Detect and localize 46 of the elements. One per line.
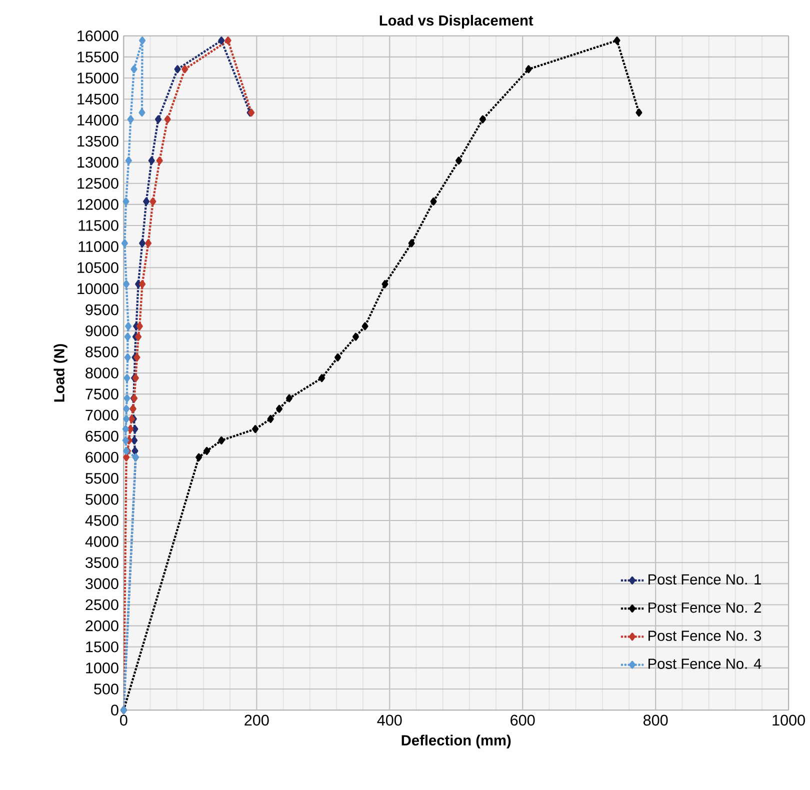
y-tick-label: 1000 (86, 662, 118, 674)
y-tick-label: 6500 (86, 430, 118, 442)
y-tick-label: 13500 (78, 136, 118, 147)
legend-label: Post Fence No. 4 (648, 658, 762, 670)
y-tick-label: 13000 (78, 156, 118, 168)
y-tick-label: 4000 (85, 536, 118, 548)
y-tick-label: 3000 (86, 578, 118, 590)
legend-label: Post Fence No. 2 (648, 602, 761, 613)
y-tick-label: 7000 (86, 410, 118, 421)
y-tick-label: 1500 (86, 642, 118, 652)
y-tick-label: 6000 (86, 452, 118, 463)
y-tick-label: 3500 (86, 557, 118, 568)
x-tick-label: 1000 (772, 714, 805, 726)
y-tick-label: 4500 (85, 515, 118, 526)
y-tick-label: 10000 (78, 283, 118, 294)
x-axis-title: Deflection (mm) (402, 734, 511, 748)
x-tick-label: 0 (120, 714, 128, 726)
y-tick-label: 500 (94, 684, 118, 694)
y-tick-label: 15500 (78, 52, 118, 62)
legend-label: Post Fence No. 1 (648, 574, 761, 585)
y-tick-label: 9500 (86, 304, 118, 316)
x-tick-label: 400 (377, 714, 402, 726)
y-tick-label: 2500 (86, 599, 118, 610)
x-tick-label: 200 (244, 714, 269, 726)
y-tick-label: 12500 (78, 178, 118, 189)
x-tick-label: 800 (643, 714, 668, 726)
y-tick-label: 11000 (78, 241, 118, 252)
y-axis-title: Load (N) (54, 344, 68, 402)
y-tick-label: 10500 (78, 262, 118, 274)
y-tick-label: 8000 (86, 368, 118, 378)
y-tick-label: 9000 (86, 326, 118, 336)
y-tick-label: 8500 (86, 346, 118, 358)
y-tick-label: 2000 (86, 620, 118, 632)
y-tick-label: 14500 (78, 94, 118, 105)
y-tick-label: 15000 (78, 72, 118, 84)
y-tick-label: 12000 (78, 199, 118, 210)
y-tick-label: 0 (111, 704, 118, 716)
y-tick-label: 16000 (78, 30, 118, 42)
legend-label: Post Fence No. 3 (648, 630, 762, 641)
x-tick-label: 600 (510, 714, 535, 726)
y-tick-label: 5000 (86, 494, 118, 505)
y-tick-label: 11500 (78, 220, 118, 231)
y-tick-label: 7500 (86, 388, 118, 400)
y-tick-label: 14000 (78, 114, 118, 126)
y-tick-label: 5500 (86, 472, 118, 484)
chart-title: Load vs Displacement (380, 14, 534, 29)
